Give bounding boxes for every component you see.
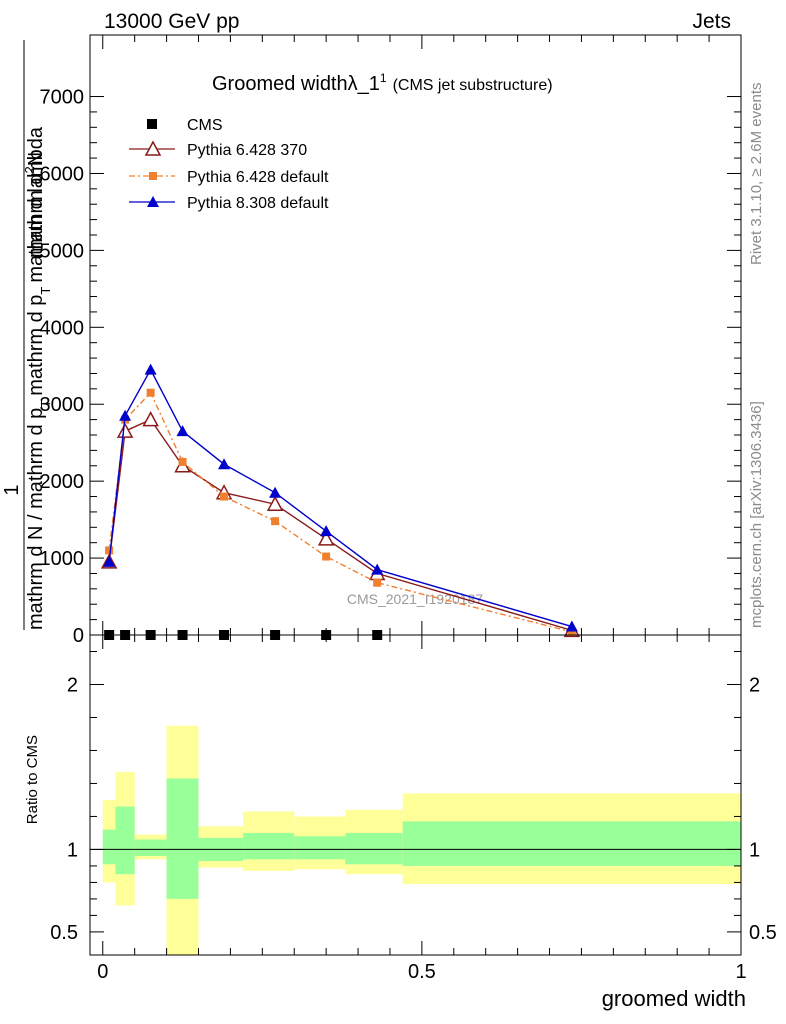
ratio-xtick-label-1: 0.5 <box>408 961 436 983</box>
main-ytick-label-2: 2000 <box>40 471 85 493</box>
series-1-line <box>108 418 573 632</box>
mcplots-reference-label: mcplots.cern.ch [arXiv:1306.3436] <box>748 401 765 628</box>
data-series <box>100 363 581 640</box>
main-ytick-label-0: 0 <box>73 625 84 647</box>
ratio-band-inner-2 <box>134 839 167 857</box>
series-3-point-2 <box>144 363 157 375</box>
legend-label-py8: Pythia 8.308 default <box>187 195 329 212</box>
ratio-band-inner-5 <box>243 832 295 860</box>
ratio-xtick-label-2: 1 <box>735 961 746 983</box>
series-3-point-4 <box>218 458 231 470</box>
main-ytick-label-3: 3000 <box>40 394 85 416</box>
series-1-point-5 <box>266 495 284 511</box>
main-y-axis: 0 1000 2000 3000 4000 5000 6000 7000 <box>40 87 741 647</box>
legend-marker-py8 <box>147 196 159 207</box>
y-label-part-1: mathrm d N / mathrm d p <box>25 408 47 630</box>
plot-title-superscript: 1 <box>380 71 387 85</box>
ratio-band-inner-6 <box>294 836 346 860</box>
legend-marker-py6-370 <box>144 140 162 156</box>
legend-label-py6-default: Pythia 6.428 default <box>187 169 329 186</box>
ratio-bands <box>90 725 741 955</box>
energy-label: 13000 GeV pp <box>104 10 239 33</box>
ratio-x-axis: 0 0.5 1 <box>97 635 747 983</box>
ratio-ytick-label-left-1: 1 <box>67 839 78 861</box>
plot-title-subtitle: (CMS jet substructure) <box>393 77 553 94</box>
main-ytick-label-1: 1000 <box>40 548 85 570</box>
ratio-y-label: Ratio to CMS <box>24 735 41 824</box>
legend-label-cms: CMS <box>187 117 223 134</box>
ratio-band-inner-7 <box>345 832 403 865</box>
series-2-point-5 <box>271 517 280 526</box>
series-2-point-0 <box>105 546 114 555</box>
series-2-point-3 <box>178 457 187 466</box>
main-x-ticks <box>102 35 742 635</box>
main-ytick-label-4: 4000 <box>40 317 85 339</box>
y-label-part-4: T <box>38 287 53 295</box>
legend-marker-py6-default <box>149 172 157 180</box>
main-ytick-label-6: 6000 <box>40 163 85 185</box>
plot-title: Groomed widthλ_11 (CMS jet substructure) <box>212 71 553 95</box>
ratio-frame <box>89 634 742 956</box>
rivet-version-label: Rivet 3.1.10, ≥ 2.6M events <box>748 83 765 266</box>
series-2-point-2 <box>146 388 155 397</box>
series-2-point-6 <box>322 552 331 561</box>
main-ytick-label-7: 7000 <box>40 87 85 109</box>
legend: CMS Pythia 6.428 370 Pythia 6.428 defaul… <box>129 117 329 212</box>
ratio-xtick-label-0: 0 <box>97 961 108 983</box>
ratio-ytick-label-left-2: 2 <box>67 674 78 696</box>
series-3-point-3 <box>176 425 189 437</box>
series-3-point-1 <box>119 409 132 421</box>
x-axis-label: groomed width <box>602 986 746 1011</box>
series-3-line <box>108 368 573 628</box>
ratio-band-inner-3 <box>166 778 199 899</box>
series-2-point-7 <box>373 578 382 587</box>
series-3-point-8 <box>565 620 578 632</box>
y-label-numerator-2: mathrm d2N <box>22 152 47 258</box>
series-1-point-2 <box>142 411 159 427</box>
ratio-ytick-label-right-1: 1 <box>749 839 760 861</box>
ratio-ytick-label-right-2: 2 <box>749 674 760 696</box>
category-label: Jets <box>692 10 731 33</box>
y-label-part-6: mathrm d <box>25 174 47 258</box>
ratio-ytick-label-right-0: 0.5 <box>749 922 777 944</box>
series-2-line <box>108 391 573 633</box>
series-1-point-6 <box>317 530 335 546</box>
legend-label-py6-370: Pythia 6.428 370 <box>187 142 307 159</box>
plot-title-symbol: λ_1 <box>348 73 380 95</box>
ratio-ytick-label-left-0: 0.5 <box>50 922 78 944</box>
ratio-band-inner-0 <box>102 829 116 865</box>
ratio-band-inner-8 <box>402 821 741 866</box>
series-3-point-6 <box>320 525 333 537</box>
y-label-numerator: 1 <box>1 484 23 495</box>
y-label-part-5: mathrm d lambda <box>25 126 47 282</box>
main-y-label: 1 mathrm d N / mathrm d pTmathrm d pTmat… <box>1 40 53 630</box>
series-3-point-0 <box>103 555 116 567</box>
ratio-band-inner-1 <box>115 806 135 875</box>
y-label-part-3: mathrm d p <box>25 295 47 396</box>
series-3-point-7 <box>371 563 384 575</box>
series-2-point-4 <box>220 492 229 501</box>
plot-title-text: Groomed width <box>212 73 348 95</box>
y-label-denominator: mathrm d N / mathrm d pTmathrm d pTmathr… <box>25 126 53 630</box>
y-label-part-7: 2 <box>22 166 37 173</box>
legend-marker-cms <box>147 119 157 129</box>
series-2-point-8 <box>567 627 576 636</box>
ratio-y-axis: 0.5 0.5 1 1 2 2 <box>50 650 777 944</box>
y-label-part-2: T <box>38 400 53 408</box>
series-3-point-5 <box>269 486 282 498</box>
main-ytick-label-5: 5000 <box>40 240 85 262</box>
series-1-point-1 <box>116 422 134 438</box>
y-label-part-8: N <box>25 152 47 166</box>
